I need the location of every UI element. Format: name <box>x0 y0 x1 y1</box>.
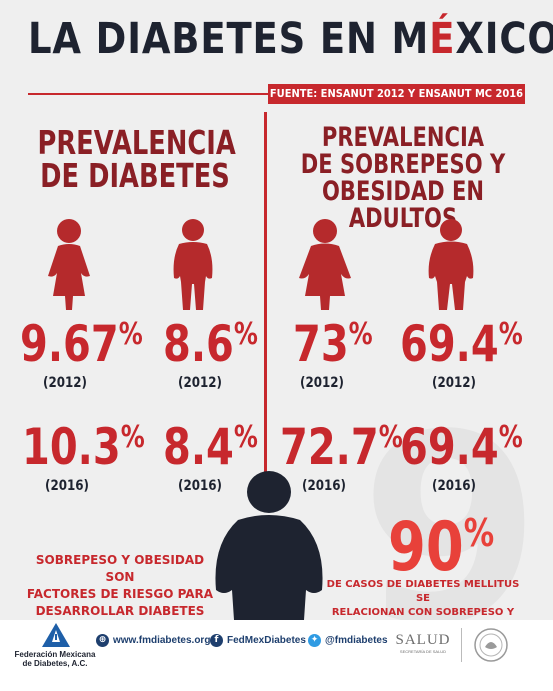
diabetes-prevalence-heading: PREVALENCIA DE DIABETES <box>37 123 236 195</box>
overweight-male-2016-year: (2016) <box>432 478 477 494</box>
title-underline <box>28 93 268 95</box>
diabetes-obesity-link-caption: DE CASOS DE DIABETES MELLITUS SE RELACION… <box>326 579 520 618</box>
page-title: LA DIABETES EN MÉXICO <box>28 14 553 64</box>
footer <box>0 620 553 691</box>
organization-name: Federación Mexicana de Diabetes, A.C. <box>14 650 96 668</box>
overweight-male-figure-icon <box>428 219 474 310</box>
overweight-male-2016-value: 69.4% <box>400 418 523 476</box>
website-link[interactable]: ⊕ www.fmdiabetes.org <box>96 634 210 647</box>
diabetes-obesity-link-value: 90% <box>388 508 495 587</box>
facebook-link[interactable]: f FedMexDiabetes <box>210 634 306 647</box>
twitter-icon: ✦ <box>308 634 321 647</box>
svg-text:90: 90 <box>360 380 553 620</box>
diabetes-male-2016-year: (2016) <box>178 478 223 494</box>
infographic-canvas: 90 LA DIABETES EN MÉXICO FUENTE: ENSANUT… <box>0 0 553 620</box>
obese-person-icon <box>215 471 323 620</box>
salud-logo: SALUD SECRETARÍA DE SALUD <box>395 632 451 654</box>
facebook-icon: f <box>210 634 223 647</box>
diabetes-female-2012-year: (2012) <box>43 375 88 391</box>
overweight-female-2016-value: 72.7% <box>280 418 403 476</box>
national-seal-icon <box>474 628 508 662</box>
diabetes-female-2012-value: 9.67% <box>20 315 143 373</box>
footer-separator <box>461 628 462 662</box>
overweight-male-2012-value: 69.4% <box>400 315 523 373</box>
overweight-female-2012-value: 73% <box>293 315 373 373</box>
globe-icon: ⊕ <box>96 634 109 647</box>
overweight-female-2016-year: (2016) <box>302 478 347 494</box>
male-figure-icon <box>173 219 213 310</box>
title-accent-letter: É <box>429 14 456 64</box>
source-banner: FUENTE: ENSANUT 2012 Y ENSANUT MC 2016 <box>268 84 525 104</box>
diabetes-male-2016-value: 8.4% <box>163 418 258 476</box>
overweight-female-figure-icon <box>299 219 351 310</box>
overweight-male-2012-year: (2012) <box>432 375 477 391</box>
fmd-logo-icon <box>42 623 70 647</box>
diabetes-male-2012-value: 8.6% <box>163 315 258 373</box>
diabetes-female-2016-year: (2016) <box>45 478 90 494</box>
twitter-link[interactable]: ✦ @fmdiabetes <box>308 634 388 647</box>
diabetes-female-2016-value: 10.3% <box>22 418 145 476</box>
risk-factor-message: SOBREPESO Y OBESIDAD SON FACTORES DE RIES… <box>26 553 214 618</box>
section-divider <box>264 112 267 480</box>
overweight-prevalence-heading: PREVALENCIA DE SOBREPESO Y OBESIDAD EN ADU… <box>300 122 506 234</box>
overweight-female-2012-year: (2012) <box>300 375 345 391</box>
diabetes-male-2012-year: (2012) <box>178 375 223 391</box>
female-figure-icon <box>48 219 90 310</box>
background-watermark: 90 <box>360 380 553 620</box>
